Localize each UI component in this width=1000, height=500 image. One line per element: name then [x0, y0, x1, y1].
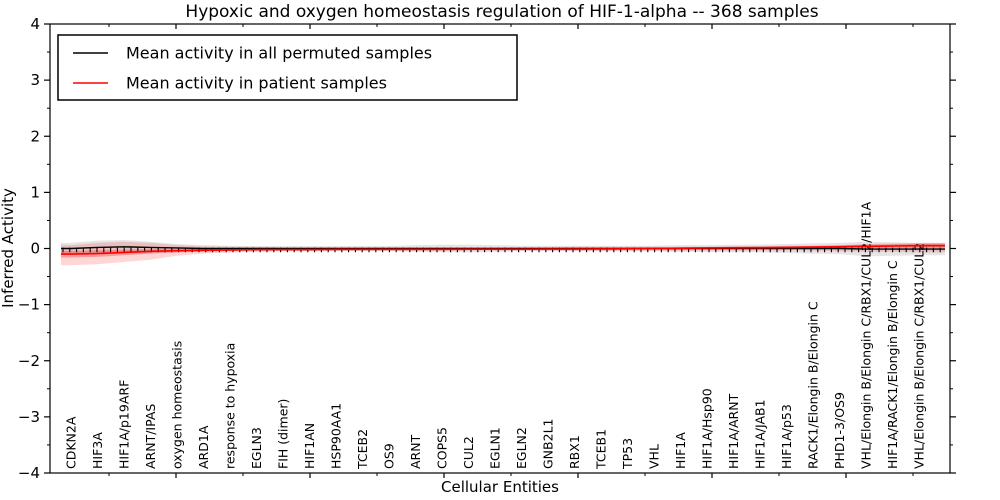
- x-tick-label: response to hypoxia: [223, 343, 238, 469]
- x-tick-label: VHL/Elongin B/Elongin C/RBX1/CUL2: [912, 243, 927, 469]
- y-tick-label: 4: [30, 15, 40, 33]
- x-tick-label: VHL/Elongin B/Elongin C/RBX1/CUL2/HIF1A: [859, 201, 874, 469]
- y-axis-label: Inferred Activity: [0, 188, 17, 308]
- x-tick-label: CDKN2A: [64, 416, 79, 469]
- y-tick-label: 0: [30, 240, 40, 258]
- chart-title: Hypoxic and oxygen homeostasis regulatio…: [185, 2, 818, 22]
- y-tick-label: −4: [18, 464, 40, 482]
- legend: Mean activity in all permuted samples Me…: [57, 34, 518, 101]
- x-tick-label: GNB2L1: [541, 419, 556, 469]
- x-tick-label: ARNT/IPAS: [143, 404, 158, 469]
- x-tick-label: RACK1/Elongin B/Elongin C: [806, 301, 821, 469]
- x-tick-label: HIF1A/RACK1/Elongin B/Elongin C: [885, 260, 900, 469]
- legend-box: [57, 34, 518, 101]
- x-tick-label: EGLN1: [488, 427, 503, 469]
- x-tick-label: FIH (dimer): [276, 399, 291, 469]
- x-tick-label: HSP90AA1: [329, 403, 344, 469]
- x-tick-label: oxygen homeostasis: [170, 341, 185, 469]
- y-tick-label: 3: [30, 71, 40, 89]
- y-tick-label: −2: [18, 352, 40, 370]
- x-tick-label: TP53: [620, 438, 635, 470]
- x-tick-label: TCEB2: [355, 429, 370, 470]
- patient-mean-line: [61, 244, 945, 255]
- y-tick-label: −3: [18, 408, 40, 426]
- x-tick-label: ARD1A: [196, 425, 211, 469]
- plot-area: CDKN2A HIF3A HIF1A/p19ARF ARNT/IPAS oxygen h…: [18, 15, 956, 482]
- x-tick-label: HIF1AN: [302, 423, 317, 469]
- x-tick-label: OS9: [382, 443, 397, 469]
- x-tick-label: HIF1A/p19ARF: [117, 380, 132, 469]
- x-tick-label: HIF1A/p53: [779, 404, 794, 469]
- y-tick-label: −1: [18, 296, 40, 314]
- legend-label-patient: Mean activity in patient samples: [126, 74, 387, 93]
- x-tick-label: COPS5: [435, 427, 450, 469]
- x-tick-label: VHL: [647, 444, 662, 469]
- x-tick-label: EGLN3: [249, 427, 264, 469]
- x-tick-label: ARNT: [408, 434, 423, 469]
- y-tick-label: 1: [30, 183, 40, 201]
- x-tick-label: PHD1-3/OS9: [832, 392, 847, 469]
- x-tick-label: TCEB1: [594, 429, 609, 470]
- x-tick-label: HIF1A/ARNT: [726, 393, 741, 469]
- x-tick-label: CUL2: [461, 436, 476, 469]
- x-tick-label: HIF1A/Hsp90: [700, 388, 715, 469]
- x-tick-label: HIF1A: [673, 432, 688, 469]
- x-tick-label: HIF3A: [90, 432, 105, 469]
- x-tick-label: EGLN2: [514, 427, 529, 469]
- x-tick-label: HIF1A/JAB1: [753, 399, 768, 469]
- axes-spines: [49, 23, 951, 474]
- legend-label-permuted: Mean activity in all permuted samples: [126, 44, 432, 63]
- y-tick-label: 2: [30, 127, 40, 145]
- x-axis-label: Cellular Entities: [441, 478, 559, 496]
- x-tick-label: RBX1: [567, 435, 582, 469]
